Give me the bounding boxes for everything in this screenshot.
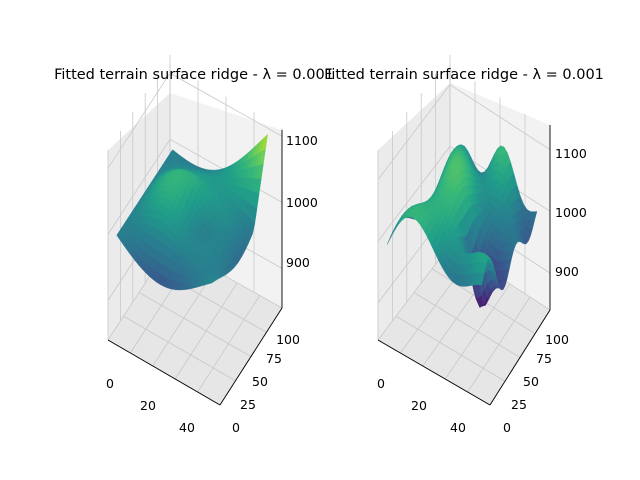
right-z-tick-label: 900 [555, 264, 579, 279]
right-floor-pane [378, 245, 550, 405]
surface-patch [477, 272, 485, 286]
left-x-tick-label: 0 [106, 376, 114, 391]
right-x-tick-label: 0 [377, 376, 385, 391]
right-x-tick-label: 40 [450, 420, 466, 435]
right-y-tick-label: 50 [523, 374, 539, 389]
right-y-tick-label: 25 [511, 397, 527, 412]
right-surface [386, 144, 538, 308]
left-x-tick-label: 20 [140, 398, 156, 413]
subplot-right: 0 20 40 0 25 50 75 100 900 1000 1100 [377, 55, 587, 435]
gridline [107, 72, 283, 169]
right-y-tick-label: 75 [536, 351, 552, 366]
gridline [413, 292, 521, 358]
right-x-axis [377, 339, 491, 406]
left-y-tick-label: 50 [252, 374, 268, 389]
left-surface [116, 133, 268, 291]
right-chart-title: Fitted terrain surface ridge - λ = 0.001 [324, 67, 604, 83]
right-x-tick-label: 20 [411, 398, 427, 413]
right-y-axis [489, 309, 551, 406]
left-z-tick-label: 1000 [286, 195, 318, 210]
surface-patch [207, 281, 215, 285]
left-y-tick-label: 75 [266, 351, 282, 366]
left-z-tick-label: 900 [286, 255, 310, 270]
gridline [123, 315, 236, 382]
right-z-tick-label: 1100 [555, 146, 587, 161]
left-x-axis [107, 339, 221, 406]
left-y-tick-label: 100 [276, 332, 300, 347]
left-z-tick-label: 1100 [286, 133, 318, 148]
right-z-tick-label: 1000 [555, 205, 587, 220]
right-y-tick-label: 0 [503, 420, 511, 435]
left-y-tick-label: 0 [232, 420, 240, 435]
left-y-tick-label: 25 [240, 397, 256, 412]
gridline [138, 292, 252, 357]
gridline [395, 315, 506, 382]
gridline [377, 84, 551, 180]
left-x-tick-label: 40 [179, 420, 195, 435]
right-y-tick-label: 100 [545, 332, 569, 347]
subplot-left: 0 20 40 0 25 50 75 100 900 1000 1100 [106, 55, 318, 435]
left-y-axis [219, 307, 283, 406]
left-chart-title: Fitted terrain surface ridge - λ = 0.001 [54, 67, 334, 83]
